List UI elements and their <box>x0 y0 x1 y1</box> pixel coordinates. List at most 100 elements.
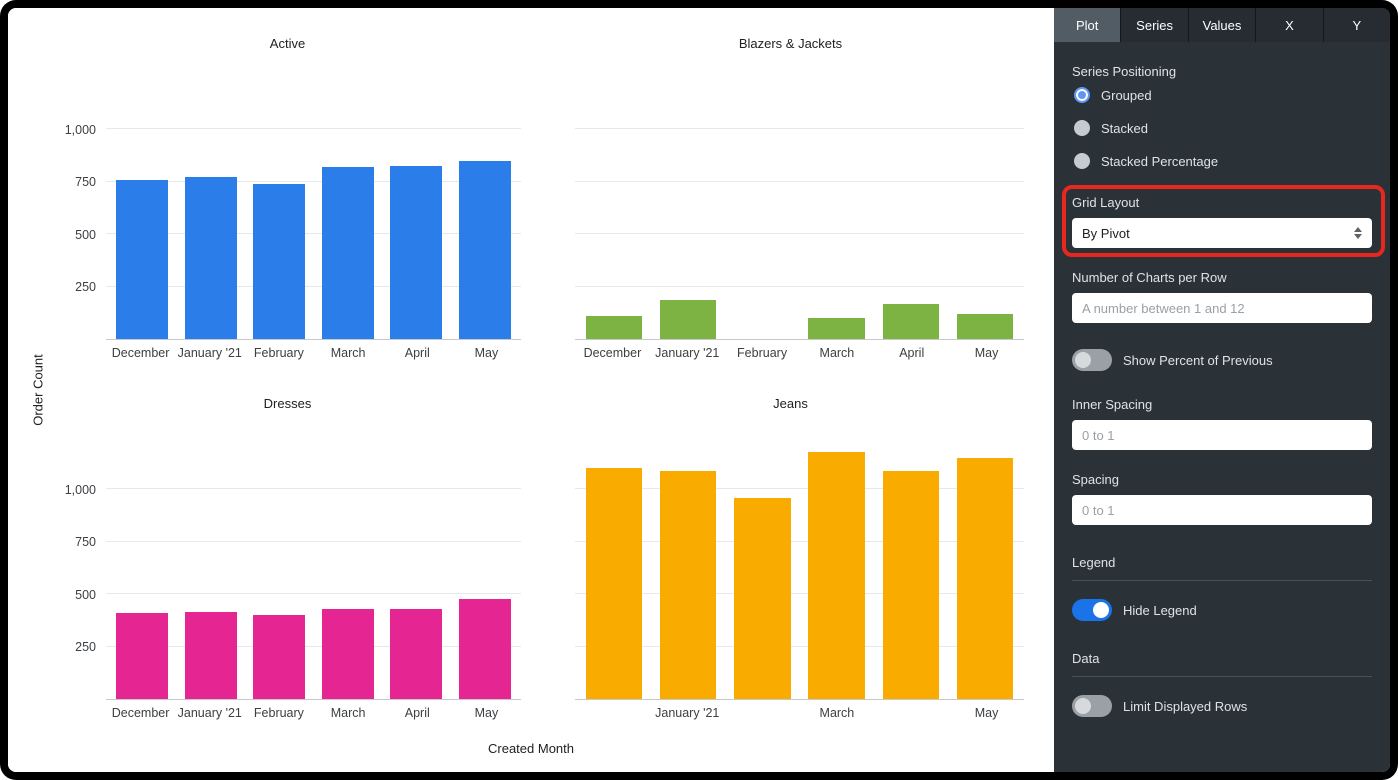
radio-unselected-icon[interactable] <box>1074 153 1090 169</box>
grid-layout-section: Grid Layout By Pivot <box>1062 185 1385 257</box>
x-tick-label <box>725 706 800 720</box>
hide-legend-toggle[interactable] <box>1072 599 1112 621</box>
bar[interactable] <box>956 457 1014 699</box>
small-multiples-grid: Active 250 500 750 1,000 December January '2… <box>44 8 1050 728</box>
tab-values[interactable]: Values <box>1188 8 1257 42</box>
bar[interactable] <box>184 612 237 699</box>
radio-stacked-percentage[interactable]: Stacked Percentage <box>1074 153 1372 169</box>
app-window: Order Count Active 250 500 750 1,000 <box>8 8 1390 772</box>
gridline <box>106 285 521 287</box>
tab-plot[interactable]: Plot <box>1054 8 1122 42</box>
chart-blazers-jackets: Blazers & Jackets December January '21 Feb… <box>547 8 1050 368</box>
charts-per-row-input[interactable] <box>1072 293 1372 323</box>
plot-area <box>575 77 1024 340</box>
inner-spacing-input[interactable] <box>1072 420 1372 450</box>
bar-group <box>106 437 521 699</box>
gridline <box>575 540 1024 542</box>
limit-displayed-rows-toggle[interactable] <box>1072 695 1112 717</box>
y-tick-label: 750 <box>75 175 96 190</box>
x-tick-label: January '21 <box>177 346 242 360</box>
gridline <box>106 488 521 490</box>
bar[interactable] <box>184 176 237 339</box>
x-tick-label: January '21 <box>655 346 720 360</box>
show-percent-of-previous-toggle[interactable] <box>1072 349 1112 371</box>
chart-dresses: Dresses 250 500 750 1,000 December January '… <box>44 368 547 728</box>
bar[interactable] <box>321 167 374 339</box>
y-axis-ticks: 250 500 750 1,000 <box>54 437 106 700</box>
spacing-input[interactable] <box>1072 495 1372 525</box>
radio-selected-icon[interactable] <box>1074 87 1090 103</box>
x-axis-ticks: December January '21 February March April May <box>575 346 1024 360</box>
bar[interactable] <box>458 160 511 339</box>
x-tick-label: February <box>253 706 304 720</box>
x-tick-label <box>575 706 650 720</box>
bar[interactable] <box>390 166 443 339</box>
chart-title: Blazers & Jackets <box>738 36 843 51</box>
gridline <box>575 593 1024 595</box>
x-tick-label: March <box>819 706 855 720</box>
gridline <box>106 645 521 647</box>
x-tick-label: May <box>474 346 499 360</box>
radio-unselected-icon[interactable] <box>1074 120 1090 136</box>
bar[interactable] <box>253 183 306 339</box>
bar[interactable] <box>321 608 374 699</box>
grid-layout-select[interactable]: By Pivot <box>1072 218 1372 248</box>
tab-series[interactable]: Series <box>1121 8 1189 42</box>
radio-grouped[interactable]: Grouped <box>1074 87 1372 103</box>
x-axis-title: Created Month <box>488 741 574 756</box>
data-section-header: Data <box>1072 651 1372 677</box>
hide-legend-row[interactable]: Hide Legend <box>1072 599 1372 621</box>
inner-spacing-label: Inner Spacing <box>1072 397 1153 412</box>
toggle-label: Show Percent of Previous <box>1123 352 1273 368</box>
bar[interactable] <box>882 470 939 699</box>
grid-layout-label: Grid Layout <box>1072 195 1140 210</box>
radio-label: Grouped <box>1101 87 1152 103</box>
bar[interactable] <box>882 304 939 339</box>
bar[interactable] <box>956 313 1014 339</box>
spacing-label: Spacing <box>1072 472 1119 487</box>
bar[interactable] <box>734 497 791 699</box>
y-axis-ticks <box>557 77 575 340</box>
gridline <box>106 180 521 182</box>
radio-label: Stacked Percentage <box>1101 153 1219 169</box>
limit-displayed-rows-row[interactable]: Limit Displayed Rows <box>1072 695 1372 717</box>
grid-layout-select-value: By Pivot <box>1082 225 1130 241</box>
x-tick-label: February <box>737 346 788 360</box>
radio-stacked[interactable]: Stacked <box>1074 120 1372 136</box>
plot-area <box>575 437 1024 700</box>
x-tick-label: March <box>819 346 855 360</box>
bar[interactable] <box>458 599 511 699</box>
bar[interactable] <box>585 468 643 699</box>
y-tick-label: 500 <box>75 587 96 602</box>
tab-x[interactable]: X <box>1256 8 1324 42</box>
bar[interactable] <box>585 315 643 339</box>
bar[interactable] <box>390 608 443 699</box>
y-tick-label: 1,000 <box>64 122 96 137</box>
bar[interactable] <box>808 451 865 699</box>
y-tick-label: 750 <box>75 535 96 550</box>
chart-title: Active <box>269 36 306 51</box>
charts-per-row-label: Number of Charts per Row <box>1072 270 1227 285</box>
bar[interactable] <box>660 470 717 699</box>
gridline <box>575 645 1024 647</box>
y-tick-label: 250 <box>75 280 96 295</box>
bar[interactable] <box>253 615 306 699</box>
plot-area <box>106 437 521 700</box>
gridline <box>575 180 1024 182</box>
x-axis-ticks: December January '21 February March April May <box>106 706 521 720</box>
x-tick-label: March <box>330 346 366 360</box>
tab-y[interactable]: Y <box>1323 8 1390 42</box>
bar[interactable] <box>116 179 169 339</box>
bar[interactable] <box>116 613 169 699</box>
gridline <box>575 128 1024 130</box>
gridline <box>106 128 521 130</box>
radio-label: Stacked <box>1101 120 1148 136</box>
x-tick-label: December <box>111 706 170 720</box>
x-tick-label: March <box>330 706 366 720</box>
bar[interactable] <box>660 300 717 339</box>
panel-tabs: Plot Series Values X Y <box>1054 8 1390 42</box>
x-axis-ticks: December January '21 February March April May <box>106 346 521 360</box>
show-percent-of-previous-row[interactable]: Show Percent of Previous <box>1072 349 1372 371</box>
gridline <box>575 285 1024 287</box>
bar[interactable] <box>808 318 865 339</box>
